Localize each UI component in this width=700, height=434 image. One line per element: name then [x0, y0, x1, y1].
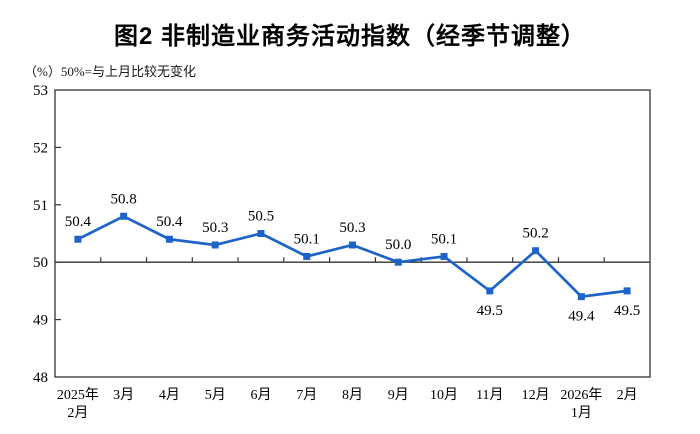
- data-point-marker: [623, 287, 631, 295]
- x-axis-category-label: 5月: [205, 387, 226, 403]
- plot-border: [54, 89, 651, 378]
- data-point-marker: [349, 241, 356, 249]
- data-point-marker: [303, 252, 311, 260]
- x-axis-category-label: 3月: [113, 387, 134, 403]
- y-axis-tick-label: 50: [33, 255, 48, 271]
- x-axis-category-label: 4月: [159, 387, 180, 403]
- data-point-label: 49.5: [614, 303, 640, 319]
- chart-title: 图2 非制造业商务活动指数（经季节调整）: [113, 23, 586, 50]
- x-axis-category-label: 2026年 1月: [560, 387, 602, 421]
- data-point-label: 50.3: [339, 220, 365, 236]
- data-point-marker: [440, 252, 448, 260]
- data-point-label: 50.1: [294, 231, 320, 247]
- data-point-label: 50.2: [522, 226, 548, 242]
- data-point-label: 50.5: [248, 209, 274, 225]
- x-axis-category-label: 12月: [522, 387, 550, 403]
- data-point-label: 50.1: [431, 231, 457, 247]
- x-axis-category-label: 6月: [250, 387, 271, 403]
- data-point-marker: [394, 258, 402, 266]
- y-axis-tick-label: 53: [33, 83, 48, 99]
- data-point-label: 50.3: [202, 220, 228, 236]
- data-point-marker: [165, 235, 173, 243]
- data-point-marker: [74, 235, 82, 243]
- data-point-marker: [532, 247, 540, 255]
- data-point-label: 50.4: [156, 214, 183, 230]
- data-point-label: 49.4: [568, 309, 595, 325]
- data-point-marker: [120, 212, 128, 220]
- data-point-marker: [211, 241, 219, 249]
- data-point-label: 49.5: [477, 303, 503, 319]
- x-axis-category-label: 10月: [430, 387, 458, 403]
- x-axis-category-label: 11月: [476, 387, 503, 403]
- x-axis-category-label: 2月: [617, 387, 638, 403]
- y-axis-tick-label: 48: [33, 370, 48, 386]
- data-point-marker: [486, 287, 494, 295]
- data-point-label: 50.8: [111, 191, 137, 207]
- data-point-label: 50.0: [385, 237, 411, 253]
- y-axis-tick-label: 51: [33, 198, 48, 214]
- data-point-marker: [577, 293, 585, 301]
- x-axis-category-label: 7月: [296, 387, 317, 403]
- y-axis-tick-label: 52: [33, 140, 48, 156]
- x-axis-category-label: 8月: [342, 387, 363, 403]
- chart-subtitle: （%）50%=与上月比较无变化: [24, 64, 196, 79]
- data-point-marker: [257, 230, 265, 237]
- x-axis-category-label: 9月: [388, 387, 409, 403]
- data-point-label: 50.4: [65, 214, 92, 230]
- x-axis-category-label: 2025年 2月: [57, 387, 99, 421]
- y-axis-tick-label: 49: [33, 313, 48, 329]
